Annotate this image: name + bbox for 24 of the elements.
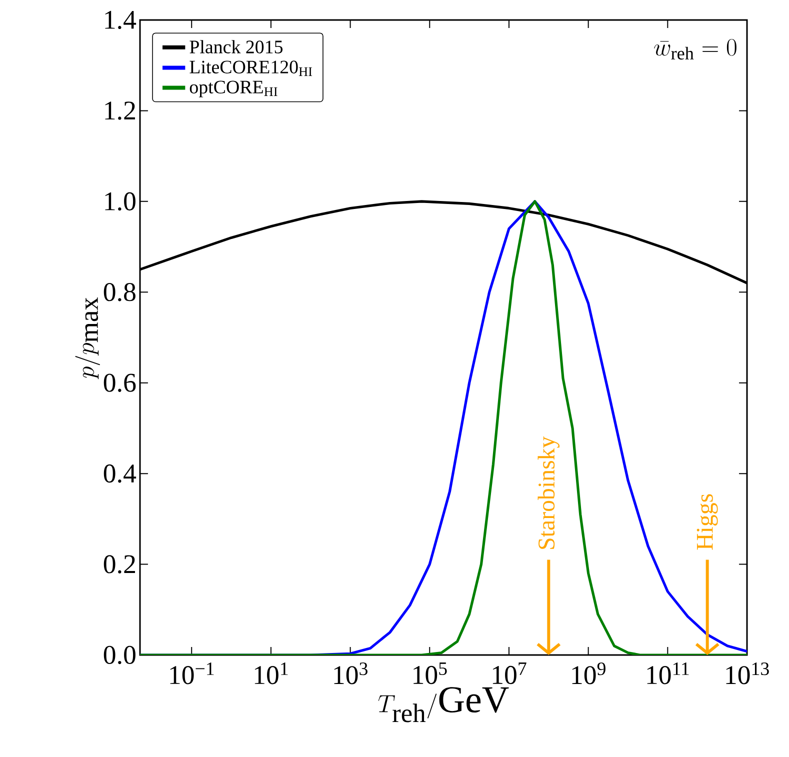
annotation: $\bar{w}_{\mathrm{reh}} = 0$	[654, 38, 736, 60]
ref-line-label: Starobinsky	[538, 436, 560, 549]
y-tick-label: 0.2	[104, 555, 135, 574]
legend-label: optCORE$_{HI}$	[190, 80, 278, 98]
y-tick-label: 1.2	[105, 102, 135, 120]
x-tick-label: 10$^{3}$	[334, 662, 368, 684]
legend-label: LiteCORE120$_{HI}$	[190, 60, 312, 76]
y-tick-label: 0.8	[104, 283, 136, 302]
y-axis-title: $p/p_{\max}$	[75, 297, 100, 380]
x-tick-label: 10$^{7}$	[492, 662, 526, 684]
x-tick-label: 10$^{11}$	[647, 662, 689, 684]
y-tick-label: 1.4	[105, 10, 136, 30]
x-tick-label: 10$^{1}$	[254, 662, 288, 684]
y-tick-label: 0.4	[104, 464, 136, 483]
y-tick-label: 1.0	[105, 192, 136, 211]
legend-label: Planck 2015	[190, 40, 283, 54]
x-tick-label: 10$^{13}$	[726, 662, 769, 684]
x-axis-title: $T_{\mathrm{reh}}/\mathrm{GeV}$	[378, 687, 509, 722]
x-tick-label: 10$^{5}$	[414, 662, 447, 684]
x-tick-label: 10$^{9}$	[572, 662, 606, 684]
ref-line-label: Higgs	[696, 494, 718, 550]
x-tick-label: 10$^{−1}$	[170, 662, 214, 684]
y-tick-label: 0.0	[104, 646, 136, 664]
y-tick-label: 0.6	[104, 374, 136, 392]
